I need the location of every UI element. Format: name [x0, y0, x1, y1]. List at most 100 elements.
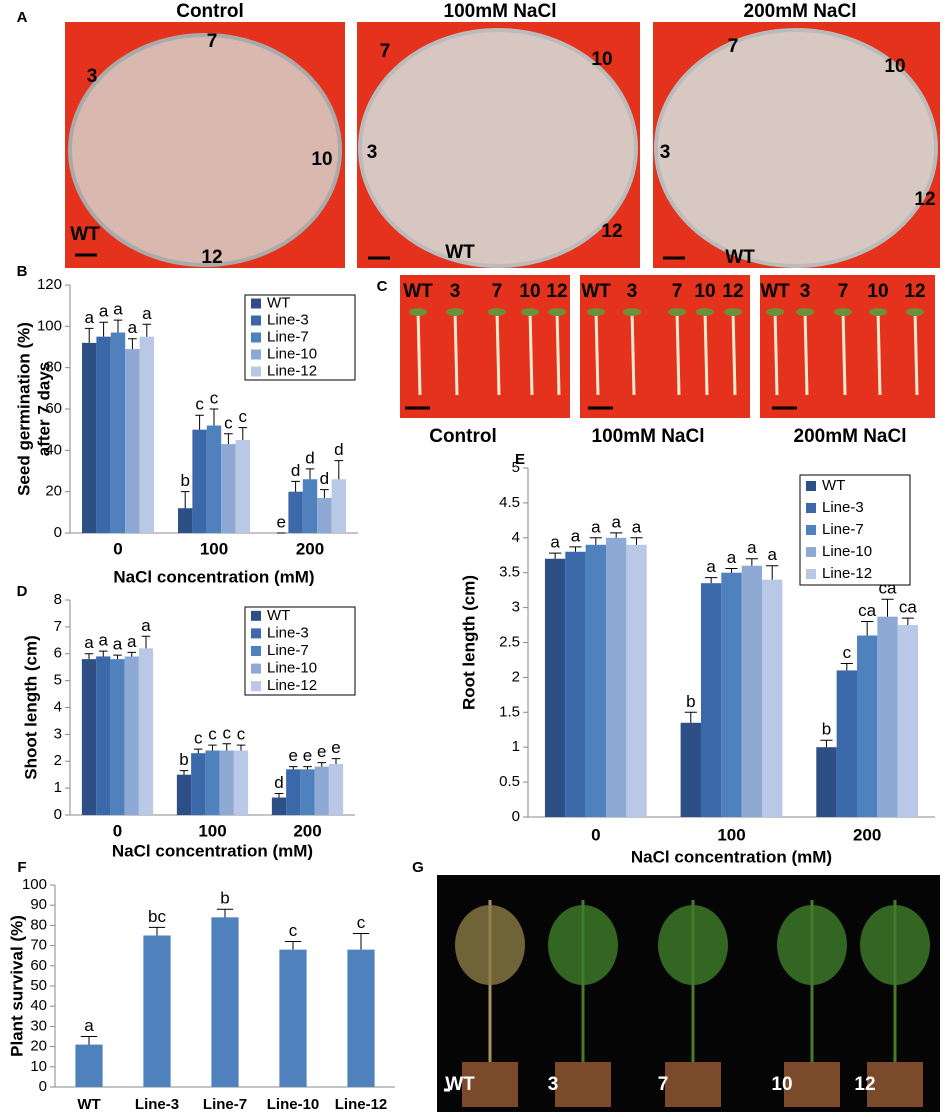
legend-label: Line-7	[822, 521, 864, 538]
error-bar	[284, 941, 302, 950]
seedling-label: 10	[867, 281, 888, 302]
pot	[867, 1062, 923, 1107]
bar	[585, 544, 607, 817]
x-tick-label: 100	[200, 539, 228, 558]
error-bar	[684, 711, 697, 723]
legend-label: Line-3	[267, 624, 309, 641]
significance-letter: a	[571, 526, 581, 545]
error-bar	[274, 793, 284, 798]
cotyledon	[521, 308, 539, 316]
legend-swatch	[251, 349, 261, 360]
plate-label: WT	[70, 224, 100, 245]
seedling	[528, 309, 534, 396]
y-tick-label: 0.5	[499, 773, 520, 790]
error-bar	[80, 1036, 98, 1045]
y-tick-label: 2	[54, 752, 62, 769]
y-axis-label: Shoot length (cm)	[21, 635, 40, 779]
y-tick-label: 60	[45, 400, 62, 417]
legend-label: Line-12	[267, 362, 317, 379]
error-bar	[331, 758, 341, 764]
significance-letter: a	[127, 632, 137, 651]
plant-label: 12	[854, 1074, 875, 1095]
bar	[221, 444, 236, 533]
significance-letter: a	[99, 631, 109, 650]
plate-label: 3	[87, 66, 98, 87]
legend-swatch	[251, 366, 261, 377]
seedling	[731, 309, 737, 396]
x-tick-label: 200	[293, 821, 321, 840]
y-tick-label: 0	[54, 524, 62, 541]
bar	[211, 917, 239, 1087]
significance-letter: a	[141, 616, 151, 635]
legend-label: Line-7	[267, 642, 309, 659]
error-bar	[84, 653, 94, 660]
bar	[192, 429, 207, 533]
seedling	[876, 309, 882, 396]
significance-letter: d	[291, 461, 300, 480]
bar	[219, 750, 234, 815]
significance-letter: b	[180, 471, 189, 490]
y-tick-label: 70	[30, 937, 47, 954]
significance-letter: a	[706, 557, 716, 576]
cotyledon	[623, 308, 641, 316]
cotyledon	[587, 308, 605, 316]
bar	[700, 583, 722, 817]
cotyledon	[668, 308, 686, 316]
y-tick-label: 3	[512, 599, 520, 616]
plate-label: 3	[367, 142, 378, 163]
error-bar	[98, 650, 108, 657]
error-bar	[179, 770, 189, 775]
y-tick-label: 50	[30, 977, 47, 994]
significance-letter: b	[822, 720, 831, 739]
cotyledon	[724, 308, 742, 316]
y-tick-label: 100	[22, 876, 47, 893]
significance-letter: ca	[858, 601, 877, 620]
y-tick-label: 60	[30, 957, 47, 974]
seedling	[773, 309, 779, 396]
plant-label: 3	[548, 1074, 559, 1095]
x-axis-label: NaCl concentration (mM)	[113, 567, 314, 586]
plate-label: 7	[380, 41, 391, 62]
error-bar	[208, 744, 217, 751]
x-tick-label: 100	[717, 825, 745, 844]
y-tick-label: 7	[54, 618, 62, 635]
y-tick-label: 3	[54, 725, 62, 742]
significance-letter: c	[208, 725, 217, 744]
bar	[125, 349, 140, 533]
bar	[286, 769, 301, 815]
legend-label: Line-3	[822, 499, 864, 516]
error-bar	[881, 598, 894, 617]
plant-label: 10	[771, 1074, 792, 1095]
bar	[544, 558, 566, 817]
seedling-label: 7	[492, 281, 503, 302]
cotyledon	[446, 308, 464, 316]
x-tick-label: Line-7	[203, 1096, 247, 1113]
error-bar	[317, 762, 327, 767]
bar	[178, 508, 193, 533]
y-tick-label: 80	[30, 916, 47, 933]
error-bar	[209, 408, 219, 426]
y-tick-label: 20	[45, 483, 62, 500]
significance-letter: d	[305, 448, 314, 467]
significance-letter: c	[843, 643, 852, 662]
bar	[317, 497, 332, 533]
seedling-label: WT	[581, 281, 611, 302]
bar	[110, 659, 125, 815]
seedling	[555, 309, 561, 396]
y-tick-label: 2.5	[499, 633, 520, 650]
seedling-label: WT	[760, 281, 790, 302]
significance-letter: bc	[148, 907, 166, 926]
seedling-label: 12	[722, 281, 743, 302]
error-bar	[352, 932, 370, 950]
error-bar	[193, 748, 203, 754]
legend-swatch	[251, 681, 261, 692]
significance-letter: c	[289, 921, 298, 940]
plate-label: 12	[201, 247, 222, 268]
significance-letter: c	[357, 913, 366, 932]
legend-swatch	[806, 481, 816, 491]
legend-swatch	[251, 315, 261, 326]
x-tick-label: 0	[113, 539, 122, 558]
bar	[897, 625, 919, 817]
cotyledon	[834, 308, 852, 316]
bar	[816, 747, 837, 817]
